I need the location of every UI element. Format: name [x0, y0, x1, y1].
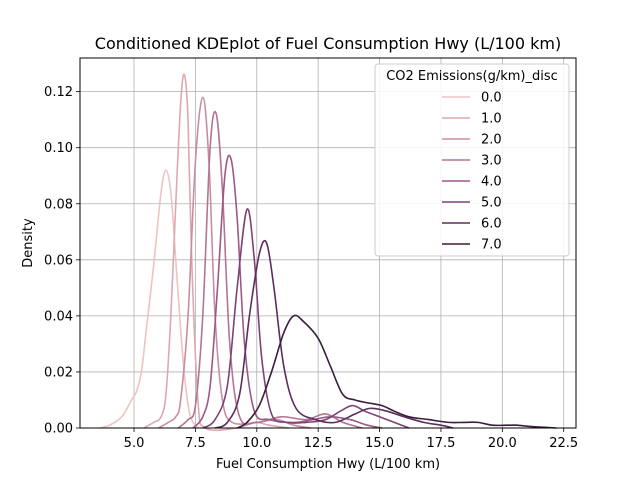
- kde-curve-3: [177, 110, 363, 429]
- x-tick-label: 5.0: [124, 436, 145, 451]
- x-axis: 5.0 7.5 10.0 12.5 15.0 17.5 20.0 22.5: [124, 428, 578, 451]
- kde-curve-7: [236, 314, 557, 429]
- y-axis: 0.00 0.02 0.04 0.06 0.08 0.10 0.12: [44, 85, 80, 437]
- plot-frame: [79, 57, 577, 429]
- kde-curve-1: [143, 73, 289, 432]
- series-layer: [99, 73, 557, 432]
- y-tick-label: 0.04: [44, 309, 73, 324]
- kde-curve-0: [99, 169, 199, 429]
- y-tick-label: 0.06: [44, 253, 73, 268]
- y-tick-label: 0.08: [44, 197, 73, 212]
- legend-label: 2.0: [481, 133, 502, 148]
- x-axis-title: Fuel Consumption Hwy (L/100 km): [216, 457, 440, 472]
- legend-label: 4.0: [481, 175, 502, 190]
- legend-box: [374, 63, 570, 257]
- y-tick-label: 0.10: [44, 141, 73, 156]
- legend-label: 7.0: [481, 238, 502, 253]
- legend-label: 5.0: [481, 196, 502, 211]
- legend-label: 0.0: [481, 91, 502, 106]
- chart-title: Conditioned KDEplot of Fuel Consumption …: [95, 34, 561, 53]
- x-tick-label: 22.5: [549, 436, 578, 451]
- y-tick-label: 0.00: [44, 422, 73, 437]
- y-tick-label: 0.12: [44, 85, 73, 100]
- x-tick-label: 10.0: [242, 436, 271, 451]
- legend: CO2 Emissions(g/km)_disc 0.0 1.0 2.0 3.0 4.0…: [374, 63, 570, 257]
- legend-label: 6.0: [481, 217, 502, 232]
- x-tick-label: 12.5: [304, 436, 333, 451]
- y-axis-title: Density: [21, 218, 36, 268]
- x-tick-label: 17.5: [426, 436, 455, 451]
- x-tick-label: 15.0: [365, 436, 394, 451]
- legend-title: CO2 Emissions(g/km)_disc: [386, 69, 558, 84]
- y-tick-label: 0.02: [44, 365, 73, 380]
- kde-curve-5: [202, 208, 410, 429]
- x-tick-label: 20.0: [488, 436, 517, 451]
- legend-label: 3.0: [481, 154, 502, 169]
- legend-items: 0.0 1.0 2.0 3.0 4.0 5.0 6.0 7.0: [442, 91, 502, 253]
- kde-curve-6: [214, 239, 454, 429]
- legend-label: 1.0: [481, 112, 502, 127]
- kde-curve-2: [158, 96, 311, 429]
- kde-curve-4: [192, 154, 383, 429]
- x-tick-label: 7.5: [185, 436, 206, 451]
